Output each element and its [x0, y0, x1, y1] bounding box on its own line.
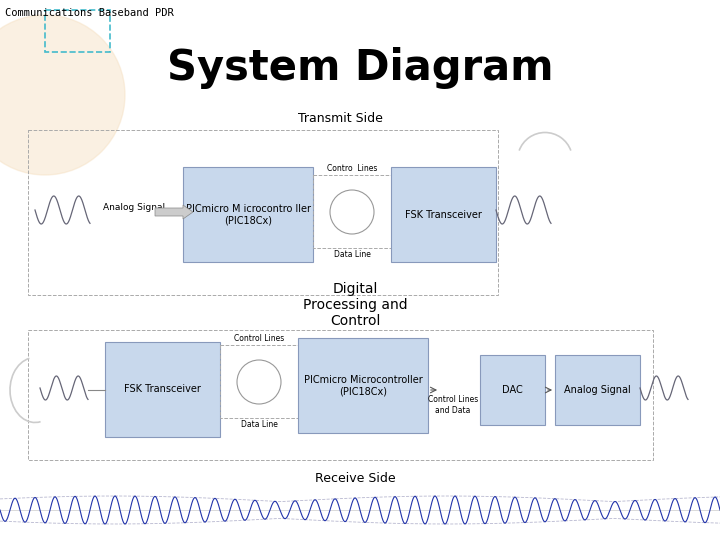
Text: DAC: DAC	[502, 385, 523, 395]
Text: System Diagram: System Diagram	[167, 47, 553, 89]
Bar	[313, 175, 391, 248]
Circle shape	[0, 15, 125, 175]
FancyArrow shape	[155, 205, 193, 219]
Text: Contro  Lines: Contro Lines	[327, 164, 377, 173]
Bar	[298, 338, 428, 433]
Text: Data Line: Data Line	[240, 420, 277, 429]
Bar	[555, 355, 640, 425]
Bar	[480, 355, 545, 425]
Text: PICmicro M icrocontro ller
(PIC18Cx): PICmicro M icrocontro ller (PIC18Cx)	[186, 204, 310, 225]
Text: Analog Signal: Analog Signal	[564, 385, 631, 395]
Bar	[183, 167, 313, 262]
Text: FSK Transceiver: FSK Transceiver	[124, 384, 201, 395]
Bar	[28, 330, 653, 460]
Bar	[220, 345, 298, 418]
Text: Data Line: Data Line	[333, 250, 370, 259]
Text: Control Lines
and Data: Control Lines and Data	[428, 395, 478, 415]
Text: Control Lines: Control Lines	[234, 334, 284, 343]
Text: Transmit Side: Transmit Side	[297, 112, 382, 125]
Bar	[45, 10, 110, 52]
Text: FSK Transceiver: FSK Transceiver	[405, 210, 482, 219]
Bar	[105, 342, 220, 437]
Text: PICmicro Microcontroller
(PIC18Cx): PICmicro Microcontroller (PIC18Cx)	[304, 375, 423, 396]
Text: Communications Baseband PDR: Communications Baseband PDR	[5, 8, 174, 18]
Bar	[391, 167, 496, 262]
Text: Digital
Processing and
Control: Digital Processing and Control	[302, 282, 408, 328]
Text: Receive Side: Receive Side	[315, 472, 395, 485]
Text: Analog Signal: Analog Signal	[103, 204, 165, 213]
Bar	[28, 130, 498, 295]
